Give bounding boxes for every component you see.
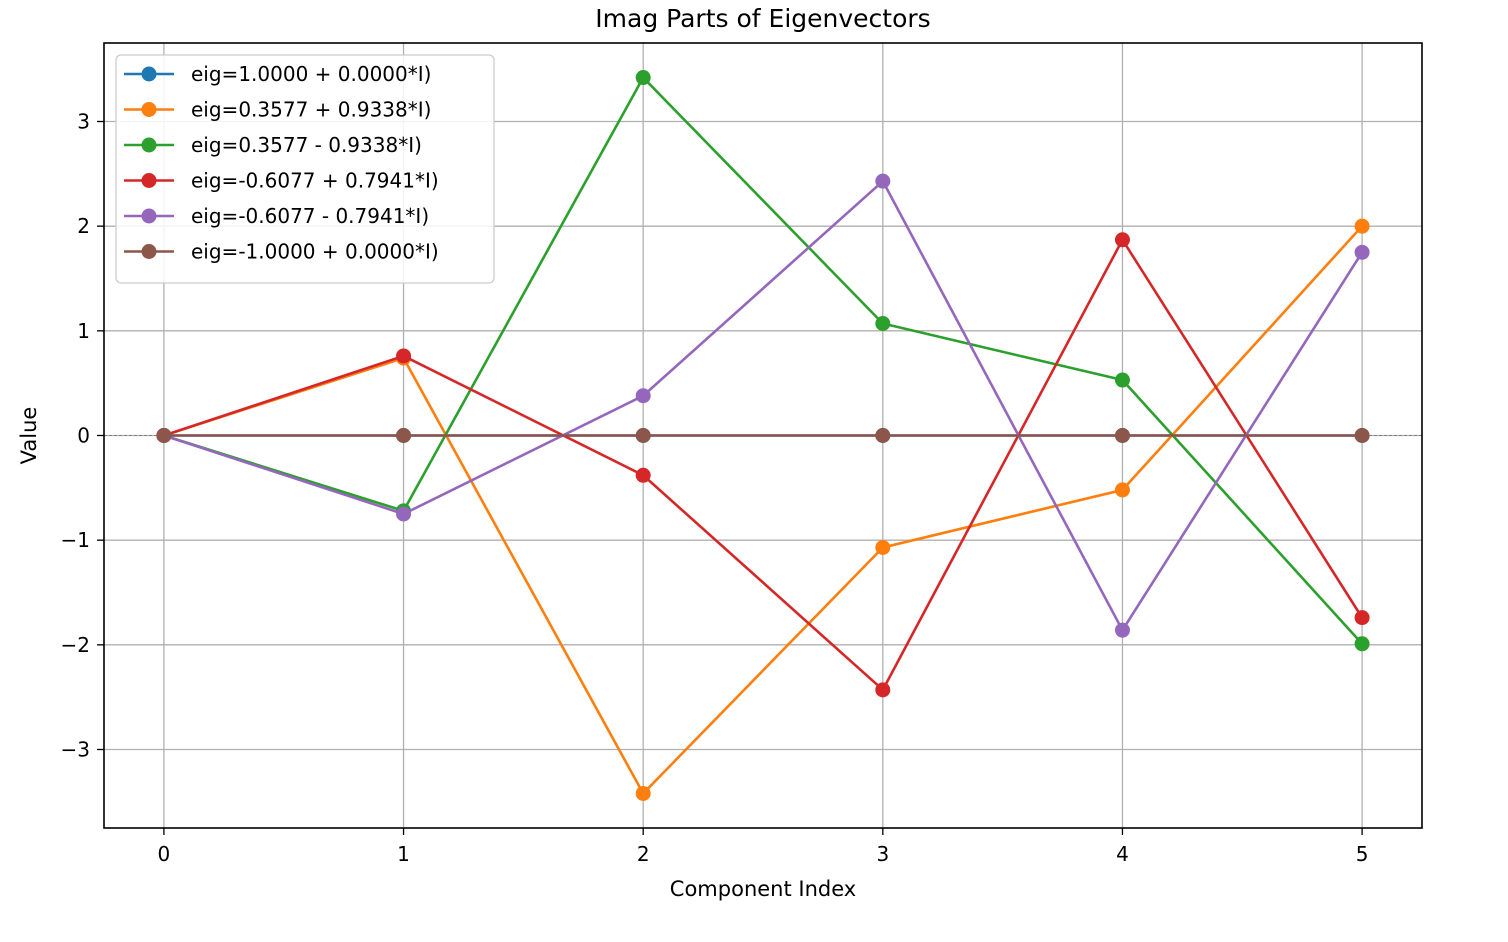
data-point (156, 428, 172, 443)
data-point (1114, 482, 1130, 498)
data-point (1354, 244, 1370, 260)
x-tick-label: 5 (1356, 842, 1369, 866)
x-tick-label: 4 (1116, 842, 1129, 866)
data-point (396, 506, 412, 522)
x-tick-label: 1 (397, 842, 410, 866)
series-3 (156, 232, 1370, 698)
legend-label: eig=0.3577 - 0.9338*I) (191, 133, 422, 157)
y-tick-label: 2 (77, 214, 90, 238)
data-point (1354, 636, 1370, 652)
series-1 (156, 218, 1370, 801)
y-tick-label: 1 (77, 319, 90, 343)
y-tick-label: −3 (61, 738, 90, 762)
data-point (635, 428, 651, 443)
series-line (163, 76, 1364, 645)
legend-item: eig=0.3577 - 0.9338*I) (124, 133, 422, 157)
legend-item: eig=1.0000 + 0.0000*I) (124, 62, 431, 86)
legend-label: eig=-0.6077 - 0.7941*I) (191, 204, 429, 228)
data-point (396, 428, 412, 443)
data-point (635, 70, 651, 86)
legend-marker (141, 208, 157, 224)
legend-item: eig=-0.6077 - 0.7941*I) (124, 204, 429, 228)
data-point (875, 539, 891, 555)
data-point (875, 682, 891, 698)
legend: eig=1.0000 + 0.0000*I) eig=0.3577 + 0.933… (115, 54, 495, 284)
legend-label: eig=0.3577 + 0.9338*I) (191, 98, 431, 122)
legend-label: eig=-0.6077 + 0.7941*I) (191, 169, 439, 193)
data-point (1114, 232, 1130, 248)
legend-marker (141, 66, 157, 82)
series-5 (156, 428, 1370, 443)
data-point (1354, 218, 1370, 234)
data-point (396, 348, 412, 364)
legend-box (115, 54, 495, 284)
tick-layer: 0 1 2 3 4 5 −3 −2 −1 0 1 2 3 (61, 110, 1369, 867)
series-line (163, 238, 1364, 692)
data-point (635, 467, 651, 483)
data-point (1354, 428, 1370, 443)
legend-marker (141, 102, 157, 117)
data-point (635, 388, 651, 404)
y-axis-label: Value (17, 407, 41, 465)
legend-marker (141, 173, 157, 188)
series-layer (156, 70, 1370, 801)
series-4 (156, 173, 1370, 638)
legend-item: eig=0.3577 + 0.9338*I) (124, 98, 431, 122)
data-point (1114, 428, 1130, 443)
data-point (1354, 610, 1370, 626)
x-axis-label: Component Index (670, 877, 856, 901)
data-point (875, 316, 891, 332)
data-point (1114, 622, 1130, 638)
data-point (875, 428, 891, 443)
series-line (163, 179, 1364, 632)
legend-label: eig=-1.0000 + 0.0000*I) (191, 240, 439, 264)
x-tick-label: 2 (637, 842, 650, 866)
legend-item: eig=-0.6077 + 0.7941*I) (124, 169, 439, 193)
chart-title: Imag Parts of Eigenvectors (595, 4, 930, 33)
legend-item: eig=-1.0000 + 0.0000*I) (124, 240, 439, 264)
legend-label: eig=1.0000 + 0.0000*I) (191, 62, 431, 86)
x-tick-label: 0 (158, 842, 171, 866)
data-point (1114, 372, 1130, 388)
data-point (875, 173, 891, 189)
y-tick-label: −2 (61, 633, 90, 657)
y-tick-label: 0 (77, 424, 90, 448)
legend-marker (141, 244, 157, 259)
legend-marker (141, 137, 157, 153)
y-tick-label: 3 (77, 110, 90, 134)
x-tick-label: 3 (876, 842, 889, 866)
y-tick-label: −1 (61, 528, 90, 552)
data-point (635, 785, 651, 801)
series-line (163, 225, 1364, 795)
